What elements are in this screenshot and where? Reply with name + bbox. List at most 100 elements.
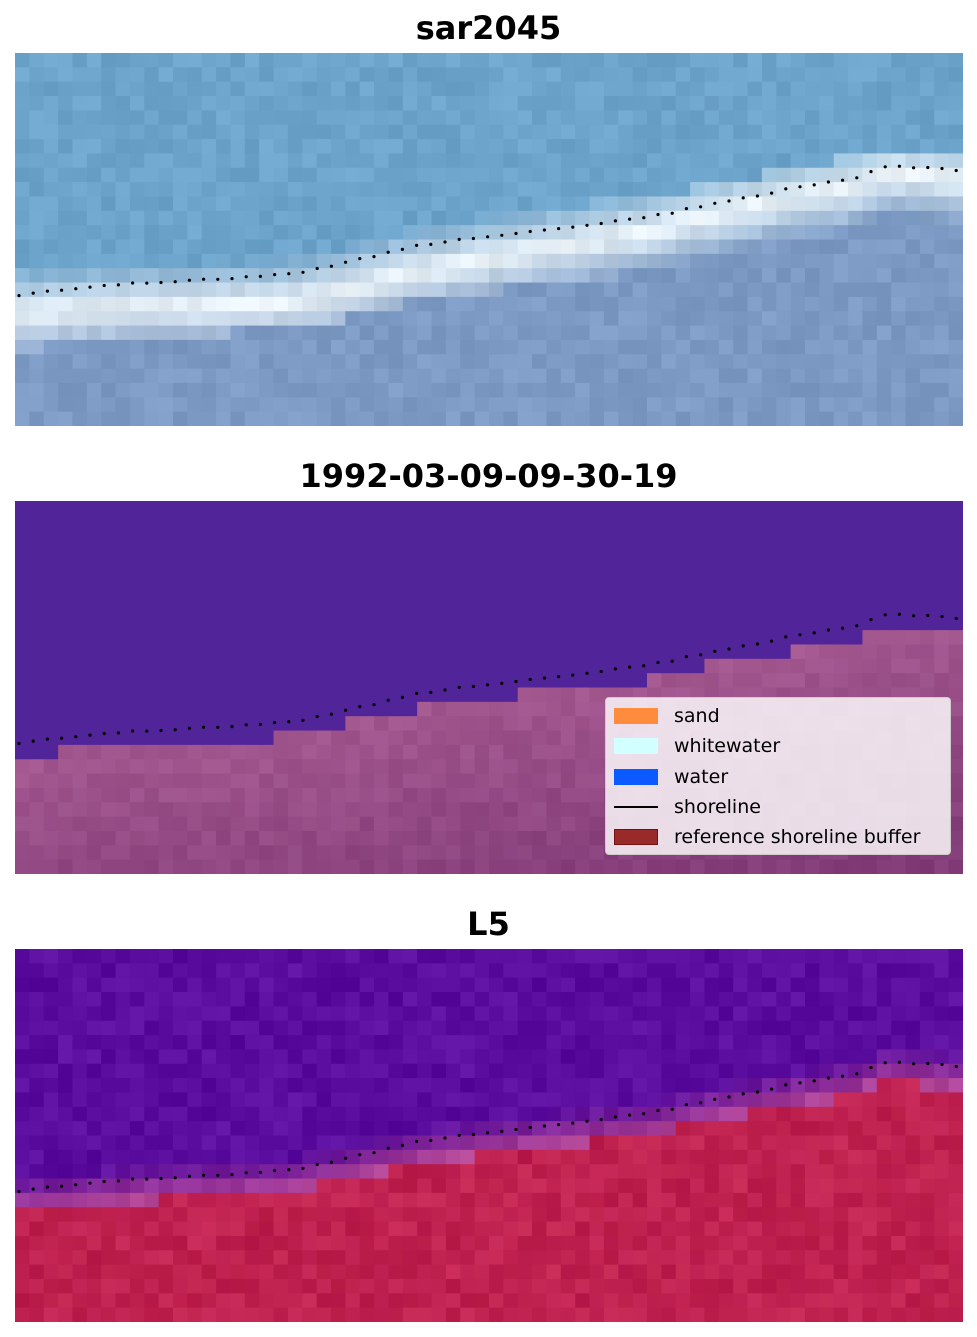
shoreline-point [145, 729, 149, 733]
shoreline-point [358, 1153, 362, 1157]
shoreline-point [102, 1179, 106, 1184]
shoreline-point [400, 1143, 404, 1147]
shoreline-point [45, 1185, 49, 1189]
shoreline-point [883, 613, 887, 617]
shoreline-point [542, 1124, 547, 1128]
shoreline-point [273, 1169, 277, 1173]
shoreline-point [855, 176, 859, 180]
shoreline-point [670, 211, 674, 215]
shoreline-point [926, 1061, 930, 1066]
shoreline-point [912, 166, 916, 170]
shoreline-point [613, 219, 618, 223]
shoreline-point [670, 1107, 674, 1111]
shoreline-point [656, 660, 660, 665]
shoreline-point [173, 728, 177, 732]
shoreline-point [258, 1170, 262, 1174]
shoreline-point [897, 612, 902, 616]
shoreline-point [329, 712, 333, 716]
shoreline-point [542, 228, 547, 232]
shoreline-point [31, 291, 35, 295]
shoreline-point [770, 1087, 774, 1091]
shoreline-point [713, 649, 717, 653]
shoreline-point [670, 659, 674, 663]
shoreline-point [159, 280, 163, 285]
shoreline-point [216, 277, 220, 281]
shoreline-point [116, 1179, 120, 1183]
legend-label-water: water [674, 766, 729, 788]
shoreline-point [713, 201, 717, 205]
shoreline-point [514, 679, 518, 684]
shoreline-point [329, 1160, 333, 1164]
shoreline-point [372, 1151, 376, 1155]
legend-item-whitewater: whitewater [614, 734, 780, 758]
shoreline-point [542, 676, 547, 680]
shoreline-point [457, 685, 461, 689]
shoreline-point [599, 221, 603, 226]
shoreline-point [826, 180, 831, 184]
shoreline-point [202, 1173, 206, 1177]
shoreline-point [344, 260, 348, 264]
shoreline-point [869, 618, 873, 622]
shoreline-point [812, 1079, 816, 1083]
shoreline-point [102, 731, 106, 736]
shoreline-point [514, 231, 518, 236]
shoreline-point [244, 723, 248, 727]
shoreline-point [273, 721, 277, 725]
shoreline-point [116, 731, 120, 735]
shoreline-point [755, 642, 760, 646]
shoreline-point [642, 216, 646, 220]
shoreline-point [60, 1184, 64, 1188]
shoreline-point [315, 1162, 319, 1167]
index-panel [15, 949, 963, 1322]
shoreline-point [372, 255, 376, 259]
shoreline-point [869, 1066, 873, 1070]
shoreline-point [88, 285, 92, 289]
shoreline-point [585, 223, 589, 227]
shoreline-point [642, 664, 646, 668]
shoreline-point [386, 698, 390, 702]
shoreline-point [741, 644, 745, 648]
shoreline-point [301, 718, 305, 722]
shoreline-point [940, 166, 944, 171]
shoreline-point [102, 283, 106, 288]
shoreline-point [940, 1062, 944, 1067]
shoreline-point [869, 170, 873, 174]
shoreline-point [244, 1171, 248, 1175]
shoreline-point [571, 1121, 575, 1125]
shoreline-point [855, 624, 859, 628]
shoreline-point [131, 1177, 135, 1181]
shoreline-point [315, 714, 319, 719]
shoreline-point [358, 705, 362, 709]
shoreline-point [258, 274, 262, 278]
shoreline-point [755, 1090, 760, 1094]
shoreline-point [713, 1097, 717, 1101]
shoreline-point [613, 667, 618, 671]
shoreline-point [415, 691, 419, 695]
shoreline-point [599, 669, 603, 674]
shoreline-point [841, 1074, 845, 1078]
whitewater-swatch [614, 738, 658, 754]
shoreline-point [954, 616, 958, 621]
shoreline-point [954, 168, 958, 173]
shoreline-point [784, 187, 788, 191]
shoreline-point [443, 240, 447, 244]
legend-label-sand: sand [674, 705, 720, 727]
shoreline-point [642, 1112, 646, 1116]
shoreline-point [500, 681, 504, 685]
shoreline-point [841, 626, 845, 630]
shoreline-point [926, 613, 930, 618]
shoreline-point [684, 1103, 689, 1107]
shoreline-point [287, 272, 291, 276]
shoreline-point [599, 1117, 603, 1122]
shoreline-point [386, 1146, 390, 1150]
shoreline-point [585, 671, 589, 675]
shoreline-point [770, 191, 774, 195]
shoreline-point [784, 635, 788, 639]
shoreline-point [60, 288, 64, 292]
shoreline-point [344, 1156, 348, 1160]
shoreline-point [173, 280, 177, 284]
legend: sand whitewater water shoreline referenc… [605, 697, 951, 855]
shoreline-point [429, 1138, 433, 1142]
shoreline-point [273, 273, 277, 277]
shoreline-point [457, 1133, 461, 1137]
